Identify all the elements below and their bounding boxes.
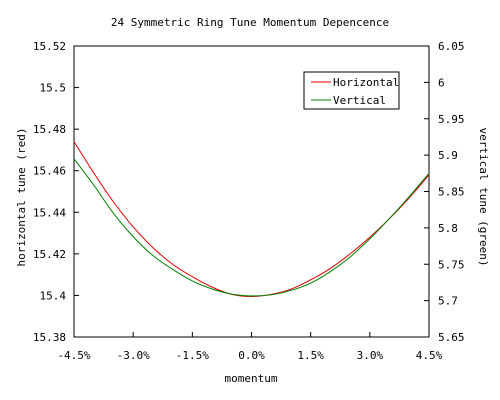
- legend: Horizontal Vertical: [303, 71, 400, 110]
- y-left-tick-label: 15.48: [33, 123, 66, 136]
- y-left-tick-label: 15.38: [33, 331, 66, 344]
- y-right-tick-label: 5.7: [438, 295, 458, 308]
- y-axis-label-right: vertical tune (green): [477, 127, 490, 266]
- y-right-tick-label: 5.9: [438, 149, 458, 162]
- y-right-tick-label: 6.05: [438, 40, 465, 53]
- series-line-vertical: [73, 158, 430, 297]
- y-right-tick-label: 5.8: [438, 222, 458, 235]
- y-left-tick-label: 15.52: [33, 40, 66, 53]
- x-axis-ticks: -4.5% -3.0% -1.5% 0.0% 1.5% 3.0% 4.5%: [57, 332, 443, 362]
- y-left-tick-label: 15.44: [33, 206, 66, 219]
- x-axis-label: momentum: [225, 372, 278, 385]
- y-right-tick-label: 5.95: [438, 113, 465, 126]
- x-tick-label: 4.5%: [416, 349, 443, 362]
- y-left-tick-label: 15.46: [33, 165, 66, 178]
- chart-title: 24 Symmetric Ring Tune Momentum Depencen…: [111, 16, 389, 29]
- series-line-horizontal: [73, 141, 430, 297]
- y-right-tick-label: 6: [438, 76, 445, 89]
- y-axis-label-left: horizontal tune (red): [15, 127, 28, 266]
- x-tick-label: 0.0%: [238, 349, 265, 362]
- x-tick-label: 1.5%: [297, 349, 324, 362]
- x-tick-label: -1.5%: [176, 349, 209, 362]
- y-right-tick-label: 5.65: [438, 331, 465, 344]
- x-tick-label: -3.0%: [117, 349, 150, 362]
- series-lines: [73, 141, 430, 297]
- legend-label-vertical: Vertical: [333, 94, 386, 107]
- y-left-tick-label: 15.4: [40, 289, 67, 302]
- x-tick-label: -4.5%: [57, 349, 90, 362]
- y-left-tick-label: 15.5: [40, 82, 67, 95]
- legend-label-horizontal: Horizontal: [333, 76, 399, 89]
- legend-box: [303, 71, 400, 110]
- right-axis-ticks: 5.65 5.7 5.75 5.8 5.85 5.9 5.95 6 6.05: [424, 40, 465, 344]
- y-right-tick-label: 5.85: [438, 186, 465, 199]
- y-right-tick-label: 5.75: [438, 258, 465, 271]
- left-axis-ticks: 15.38 15.4 15.42 15.44 15.46 15.48 15.5 15.52: [33, 40, 79, 344]
- x-tick-label: 3.0%: [357, 349, 384, 362]
- y-left-tick-label: 15.42: [33, 248, 66, 261]
